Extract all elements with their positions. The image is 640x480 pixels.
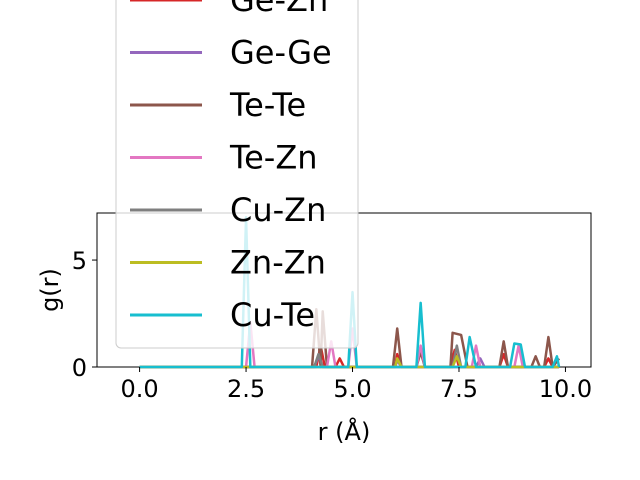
- legend-label-cu-zn: Cu-Zn: [230, 191, 326, 229]
- legend-label-zn-zn: Zn-Zn: [230, 244, 326, 282]
- x-tick-label: 5.0: [333, 375, 371, 403]
- series-line-cu-te: [139, 216, 561, 369]
- x-tick-label: 2.5: [227, 375, 265, 403]
- legend-label-cu-te: Cu-Te: [230, 296, 315, 334]
- legend-label-ge-ge: Ge-Ge: [230, 34, 332, 72]
- axis-ticks: 0.0 2.5 5.0 7.5 10.0 0 5: [72, 247, 592, 403]
- legend-label-te-zn: Te-Zn: [229, 139, 318, 177]
- legend-box: [115, 0, 359, 349]
- y-tick-label: 0: [72, 354, 87, 382]
- x-tick-label: 7.5: [440, 375, 478, 403]
- x-axis-label: r (Å): [318, 417, 371, 446]
- legend: Ge-Zn Ge-Ge Te-Te Te-Zn Cu-Zn Zn-Zn Cu-Te: [115, 0, 359, 349]
- y-tick-label: 5: [72, 247, 87, 275]
- legend-label-te-te: Te-Te: [229, 86, 306, 124]
- y-axis-label: g(r): [36, 268, 64, 312]
- x-tick-label: 10.0: [539, 375, 592, 403]
- x-tick-label: 0.0: [121, 375, 159, 403]
- series-layer: [139, 216, 561, 369]
- legend-label-ge-zn: Ge-Zn: [230, 0, 328, 19]
